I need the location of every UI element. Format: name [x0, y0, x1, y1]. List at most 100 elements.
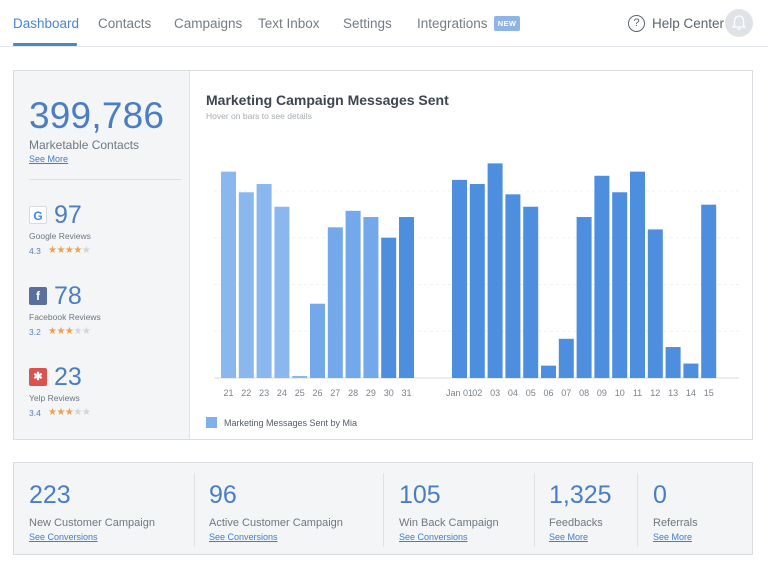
- chart-bar[interactable]: [292, 375, 308, 378]
- chart-bar[interactable]: [327, 227, 343, 378]
- chart-subtitle: Hover on bars to see details: [206, 111, 312, 121]
- chart-bar[interactable]: [665, 347, 681, 378]
- messages-bar-chart: 21 22 23 24 25 26 27 28 29 30 31 Jan 01 02 03 04 05 06 07…: [214, 163, 739, 398]
- x-tick-label: 23: [259, 388, 269, 398]
- tab-dashboard[interactable]: Dashboard: [13, 16, 80, 31]
- see-more-link[interactable]: See More: [549, 532, 589, 542]
- see-conversions-link[interactable]: See Conversions: [209, 532, 278, 542]
- user-avatar[interactable]: [725, 9, 753, 37]
- x-tick-label: 11: [633, 388, 642, 398]
- x-tick-label: 30: [384, 388, 394, 398]
- stat-label: Feedbacks: [549, 517, 603, 529]
- stat-label: Active Customer Campaign: [209, 517, 343, 529]
- marketable-contacts-label: Marketable Contacts: [29, 138, 140, 152]
- x-tick-label: 05: [526, 388, 536, 398]
- chart-bar[interactable]: [221, 171, 236, 378]
- chart-bar[interactable]: [612, 192, 628, 378]
- tab-campaigns[interactable]: Campaigns: [174, 16, 243, 31]
- see-more-link[interactable]: See More: [653, 532, 693, 542]
- chart-bar[interactable]: [399, 217, 414, 378]
- facebook-icon: f: [29, 287, 47, 305]
- dashboard-main-card: 399,786 Marketable Contacts See More G 9…: [13, 70, 753, 440]
- chart-bar[interactable]: [274, 206, 290, 378]
- stat-active-customer-campaign: 96 Active Customer Campaign See Conversi…: [195, 463, 383, 554]
- chart-bar[interactable]: [558, 338, 574, 378]
- x-tick-label: 10: [615, 388, 625, 398]
- chart-bar[interactable]: [683, 363, 699, 378]
- chart-bar[interactable]: [345, 210, 361, 378]
- x-tick-label: 15: [704, 388, 714, 398]
- x-tick-label: 29: [366, 388, 376, 398]
- stat-value: 0: [653, 481, 667, 509]
- x-tick-label: Jan 01: [446, 388, 473, 398]
- legend-label: Marketing Messages Sent by Mia: [224, 418, 358, 428]
- x-tick-label: 21: [223, 388, 233, 398]
- tab-contacts[interactable]: Contacts: [98, 16, 152, 31]
- chart-bar[interactable]: [576, 217, 592, 378]
- see-conversions-link[interactable]: See Conversions: [399, 532, 468, 542]
- stat-label: Referrals: [653, 517, 698, 529]
- summary-panel: 399,786 Marketable Contacts See More G 9…: [14, 71, 190, 439]
- x-tick-label: 02: [472, 388, 482, 398]
- contacts-see-more-link[interactable]: See More: [29, 154, 69, 164]
- x-tick-label: 04: [508, 388, 518, 398]
- chart-title: Marketing Campaign Messages Sent: [206, 92, 449, 108]
- stat-win-back-campaign: 105 Win Back Campaign See Conversions: [384, 463, 534, 554]
- google-star-rating: ★★★★★: [48, 245, 91, 256]
- chart-bar[interactable]: [310, 303, 325, 378]
- chart-bar[interactable]: [256, 184, 272, 378]
- top-navigation: Dashboard Contacts Campaigns Text Inbox …: [0, 0, 768, 47]
- facebook-review-count: 78: [54, 282, 82, 310]
- x-tick-label: 27: [330, 388, 340, 398]
- legend-swatch: [206, 417, 217, 428]
- x-tick-label: 25: [295, 388, 305, 398]
- help-icon[interactable]: ?: [628, 15, 645, 32]
- x-tick-label: 13: [668, 388, 678, 398]
- chart-bar[interactable]: [541, 365, 556, 378]
- stat-value: 1,325: [549, 481, 612, 509]
- chart-bar[interactable]: [363, 217, 379, 378]
- x-tick-label: 09: [597, 388, 607, 398]
- stat-value: 96: [209, 481, 237, 509]
- campaign-stats-card: 223 New Customer Campaign See Conversion…: [13, 462, 753, 555]
- chart-bar[interactable]: [523, 206, 539, 378]
- see-conversions-link[interactable]: See Conversions: [29, 532, 98, 542]
- facebook-star-rating: ★★★★★: [48, 326, 91, 337]
- chart-bar[interactable]: [647, 229, 663, 378]
- chart-bar[interactable]: [487, 163, 503, 378]
- chart-bar[interactable]: [381, 237, 397, 378]
- x-tick-label: 26: [312, 388, 322, 398]
- tab-settings[interactable]: Settings: [343, 16, 392, 31]
- tab-integrations[interactable]: Integrations: [417, 16, 488, 31]
- stat-divider: [637, 473, 638, 547]
- chart-bar[interactable]: [238, 192, 254, 378]
- google-rating: 4.3: [29, 246, 41, 256]
- x-tick-label: 22: [241, 388, 251, 398]
- chart-bar[interactable]: [594, 175, 610, 378]
- x-tick-label: 12: [650, 388, 660, 398]
- facebook-rating: 3.2: [29, 327, 41, 337]
- stat-value: 223: [29, 481, 71, 509]
- x-tick-label: 08: [579, 388, 589, 398]
- x-tick-label: 28: [348, 388, 358, 398]
- google-review-count: 97: [54, 201, 82, 229]
- stat-divider: [534, 473, 535, 547]
- marketable-contacts-count: 399,786: [29, 95, 165, 136]
- chart-bar[interactable]: [630, 171, 645, 378]
- stat-new-customer-campaign: 223 New Customer Campaign See Conversion…: [14, 463, 194, 554]
- x-tick-label: 07: [561, 388, 571, 398]
- tab-text-inbox[interactable]: Text Inbox: [258, 16, 320, 31]
- chart-bar[interactable]: [452, 179, 467, 378]
- google-review-label: Google Reviews: [29, 231, 91, 241]
- yelp-icon: ✱: [29, 368, 47, 386]
- active-tab-indicator: [13, 43, 77, 46]
- chart-bar[interactable]: [505, 194, 521, 378]
- new-badge: NEW: [494, 16, 520, 31]
- x-tick-label: 31: [401, 388, 411, 398]
- bell-icon: [732, 15, 746, 31]
- chart-bar[interactable]: [701, 204, 717, 378]
- chart-bar[interactable]: [469, 184, 485, 378]
- stat-divider: [194, 473, 195, 547]
- stat-referrals: 0 Referrals See More: [638, 463, 752, 554]
- help-center-link[interactable]: Help Center: [652, 16, 725, 31]
